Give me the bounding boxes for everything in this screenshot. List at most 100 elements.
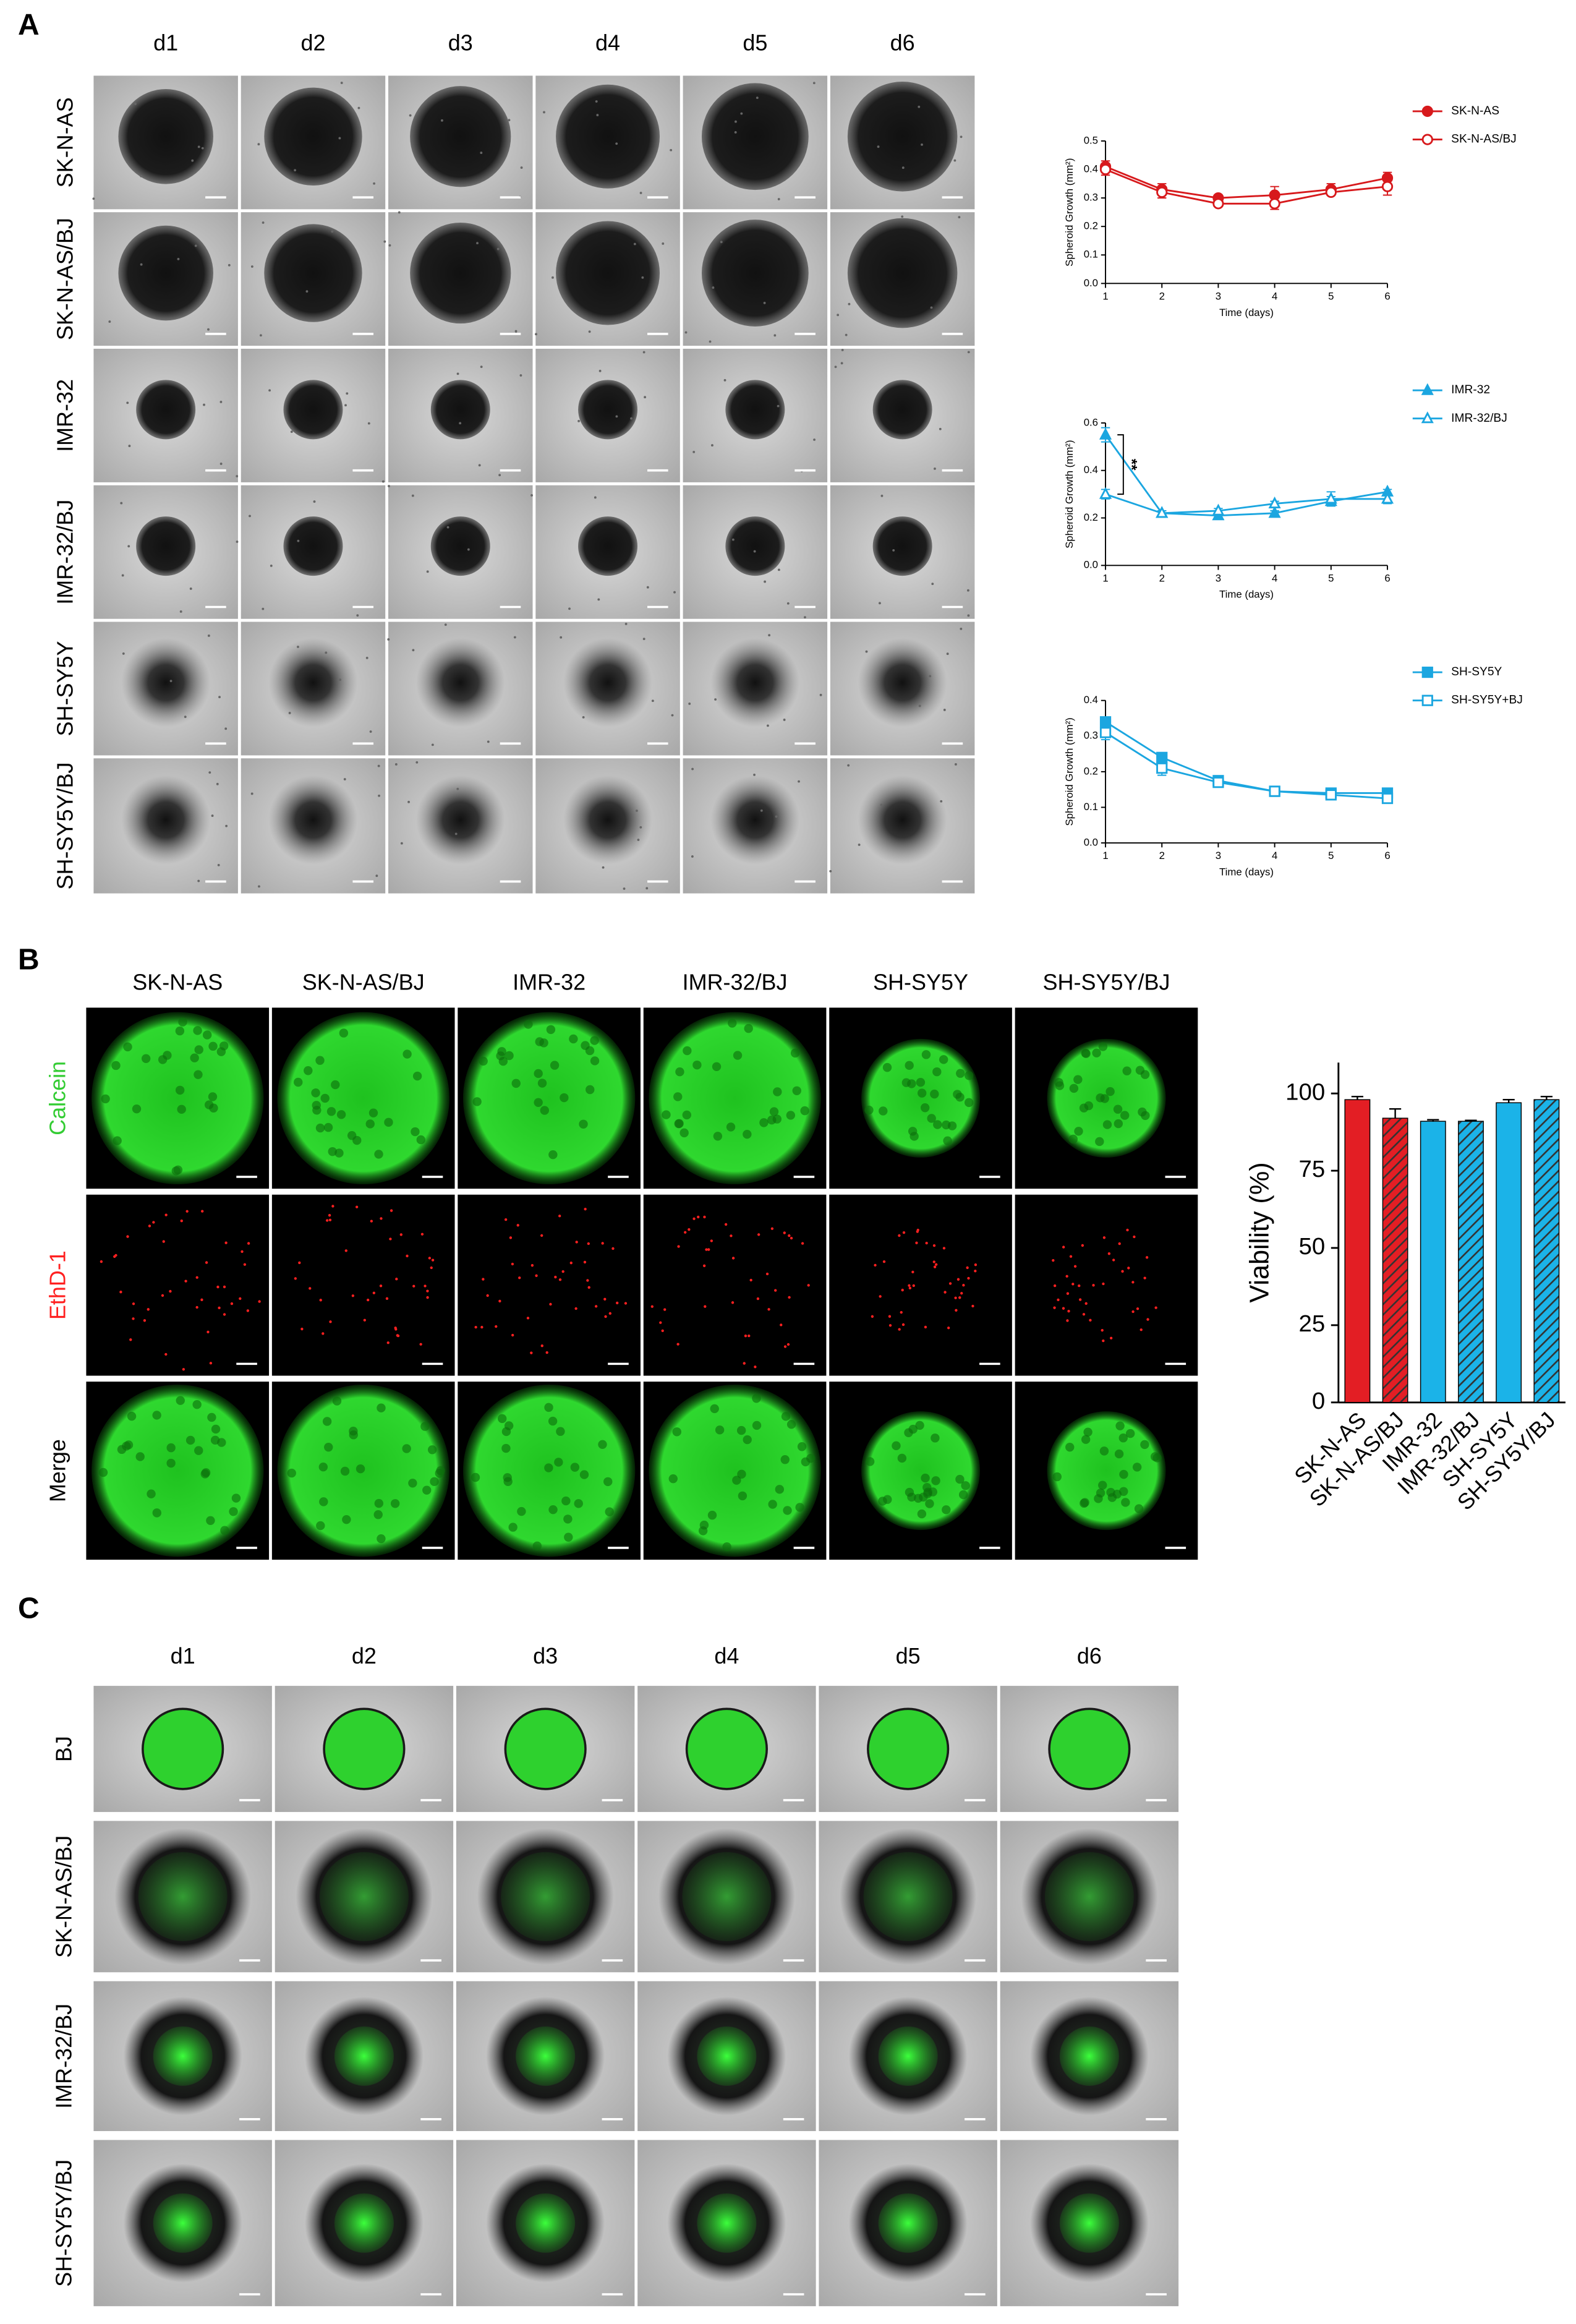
debris <box>387 638 390 641</box>
micrograph <box>271 1382 455 1560</box>
debris <box>294 169 297 172</box>
debris <box>217 863 220 866</box>
dead-cell <box>958 1296 961 1299</box>
debris <box>892 549 895 552</box>
debris <box>594 496 597 499</box>
cell <box>496 1051 505 1061</box>
micrograph <box>830 485 975 619</box>
dead-cell <box>1062 1307 1065 1310</box>
dead-cell <box>688 1228 691 1231</box>
dead-cell <box>898 1234 901 1237</box>
debris <box>691 767 694 771</box>
dead-cell <box>223 1285 226 1289</box>
cell <box>775 1485 785 1494</box>
dead-cell <box>974 1263 978 1267</box>
debris <box>120 502 123 505</box>
dead-cell <box>874 1263 877 1267</box>
dead-cell <box>329 1320 332 1323</box>
spheroid <box>283 380 343 440</box>
y-axis-label: Spheroid Growth (mm²) <box>1063 717 1075 826</box>
dead-cell <box>898 1328 901 1331</box>
cell <box>713 1132 723 1141</box>
cell <box>315 1123 325 1133</box>
legend-marker <box>1421 105 1433 117</box>
cell <box>682 1110 692 1120</box>
debris <box>967 351 970 354</box>
cell <box>1121 1498 1130 1507</box>
cell <box>772 1114 782 1124</box>
spheroid <box>649 1012 821 1184</box>
dead-cell <box>545 1351 548 1354</box>
dead-cell <box>344 1249 347 1252</box>
dead-cell <box>561 1270 564 1273</box>
cell <box>679 1128 689 1138</box>
dead-cell <box>1078 1284 1081 1288</box>
legend-label: SH-SY5Y <box>1451 665 1502 678</box>
dead-cell <box>960 1292 963 1295</box>
cell <box>786 1111 796 1120</box>
debris <box>177 257 180 260</box>
debris <box>383 240 386 243</box>
cell <box>965 1071 974 1080</box>
cell <box>152 1508 161 1518</box>
cell <box>1099 1446 1109 1456</box>
cell <box>892 1441 901 1451</box>
y-tick-label: 0 <box>1312 1388 1325 1414</box>
debris <box>753 550 756 553</box>
dead-cell <box>540 1234 543 1237</box>
micrograph <box>456 1981 635 2132</box>
dead-cell <box>748 1334 751 1338</box>
cell <box>147 1489 156 1498</box>
debris <box>735 120 737 123</box>
cell <box>800 1106 809 1116</box>
row-label: SK-N-AS <box>53 97 78 187</box>
debris <box>602 866 605 869</box>
y-tick-label: 0.2 <box>1084 511 1098 523</box>
debris <box>513 636 516 639</box>
micrograph <box>387 622 533 756</box>
cell <box>783 1506 792 1515</box>
debris <box>409 114 412 117</box>
debris <box>879 602 881 605</box>
cell <box>1083 1427 1093 1437</box>
micrograph <box>241 622 386 756</box>
micrograph <box>275 2140 454 2307</box>
dead-cell <box>754 1365 757 1369</box>
dead-cell <box>935 1263 938 1266</box>
dead-cell <box>1071 1283 1075 1286</box>
debris <box>394 763 398 766</box>
cell <box>920 1103 930 1113</box>
y-axis-label: Viability (%) <box>1245 1162 1274 1302</box>
cell <box>534 1069 543 1079</box>
debris <box>262 221 265 224</box>
cell <box>921 1050 931 1059</box>
dead-cell <box>164 1352 168 1356</box>
dead-cell <box>611 1247 615 1250</box>
cell <box>101 1094 110 1104</box>
cell <box>560 1093 569 1103</box>
cell <box>416 1135 425 1145</box>
cell <box>503 1473 512 1482</box>
micrograph <box>535 75 680 210</box>
debris <box>216 782 219 785</box>
debris <box>684 331 688 334</box>
dead-cell <box>1133 1235 1136 1239</box>
debris <box>514 330 518 333</box>
dead-cell <box>535 1274 538 1277</box>
dead-cell <box>516 1224 519 1227</box>
dead-cell <box>246 1309 250 1312</box>
dead-cell <box>326 1219 329 1222</box>
dead-cell <box>912 1284 915 1288</box>
debris <box>201 147 204 150</box>
row-label: Calcein <box>45 1061 70 1135</box>
cell <box>511 1079 521 1088</box>
marker <box>1325 789 1337 801</box>
dead-cell <box>319 1299 322 1302</box>
dead-cell <box>207 1330 210 1334</box>
cell <box>326 1107 336 1116</box>
cell <box>550 1061 560 1070</box>
dead-cell <box>143 1319 147 1322</box>
debris <box>454 832 458 835</box>
debris <box>459 422 462 425</box>
